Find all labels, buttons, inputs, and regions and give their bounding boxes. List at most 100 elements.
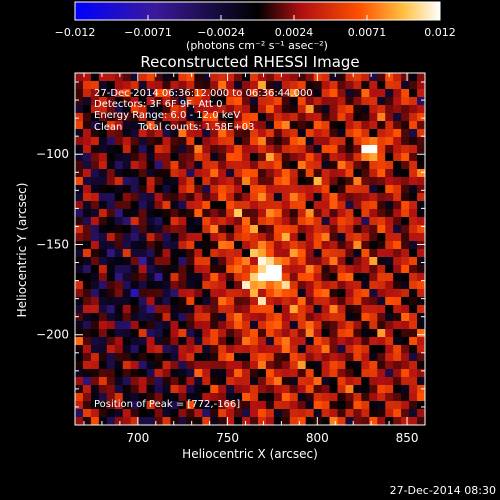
heatmap-cell [321,249,331,258]
heatmap-cell [289,121,299,130]
heatmap-cell [345,353,354,362]
heatmap-cell [162,417,172,425]
heatmap-cell [250,249,259,258]
heatmap-cell [361,97,370,106]
heatmap-cell [393,249,402,258]
heatmap-cell [337,313,347,322]
heatmap-cell [273,105,283,114]
heatmap-cell [417,345,425,354]
heatmap-cell [345,249,354,258]
heatmap-cell [345,273,354,282]
heatmap-cell [337,217,347,226]
heatmap-cell [289,129,299,138]
heatmap-cell [345,89,354,98]
heatmap-cell [98,137,108,146]
heatmap-cell [114,289,124,298]
heatmap-cell [393,377,402,386]
heatmap-cell [417,353,425,362]
heatmap-cell [170,249,179,258]
heatmap-cell [114,241,124,250]
heatmap-cell [345,145,354,154]
heatmap-cell [250,89,259,98]
heatmap-cell [90,409,100,418]
heatmap-cell [82,177,92,186]
heatmap-cell [90,217,100,226]
heatmap-cell [130,297,140,306]
heatmap-cell [393,313,402,322]
heatmap-cell [170,185,179,194]
heatmap-cell [106,105,116,114]
heatmap-cell [82,89,92,98]
heatmap-cell [138,353,148,362]
heatmap-cell [273,409,283,418]
heatmap-cell [265,249,275,258]
heatmap-cell [257,401,267,410]
heatmap-cell [337,137,347,146]
heatmap-cell [273,217,283,226]
heatmap-cell [218,417,227,425]
heatmap-cell [106,265,116,274]
heatmap-cell [313,321,323,330]
heatmap-cell [377,169,386,178]
heatmap-cell [409,225,418,234]
heatmap-cell [265,209,275,218]
heatmap-cell [257,337,267,346]
heatmap-cell [313,417,323,425]
heatmap-cell [313,113,323,122]
heatmap-cell [345,329,354,338]
heatmap-cell [146,401,156,410]
heatmap-cell [202,153,211,162]
heatmap-cell [417,145,425,154]
heatmap-cell [194,369,203,378]
heatmap-cell [98,233,108,242]
heatmap-cell [210,377,219,386]
heatmap-cell [98,241,108,250]
heatmap-cell [297,169,307,178]
heatmap-cell [321,313,331,322]
heatmap-cell [210,313,219,322]
heatmap-cell [289,185,299,194]
heatmap-cell [194,257,203,266]
heatmap-cell [250,409,259,418]
heatmap-cell [289,401,299,410]
heatmap-cell [393,337,402,346]
heatmap-cell [321,233,331,242]
heatmap-cell [82,289,92,298]
heatmap-cell [329,305,339,314]
heatmap-cell [186,297,195,306]
heatmap-cell [297,97,307,106]
heatmap-cell [234,177,243,186]
heatmap-cell [297,321,307,330]
heatmap-cell [202,145,211,154]
heatmap-cell [257,105,267,114]
heatmap-cell [297,225,307,234]
heatmap-cell [313,145,323,154]
heatmap-cell [305,393,315,402]
heatmap-cell [401,145,410,154]
heatmap-cell [130,289,140,298]
heatmap-cell [313,121,323,130]
heatmap-cell [202,201,211,210]
heatmap-cell [417,153,425,162]
heatmap-cell [210,297,219,306]
heatmap-cell [130,177,140,186]
heatmap-cell [401,169,410,178]
heatmap-cell [345,225,354,234]
heatmap-cell [385,73,394,82]
heatmap-cell [138,201,148,210]
heatmap-cell [353,241,362,250]
heatmap-cell [369,393,378,402]
heatmap-cell [281,297,291,306]
heatmap-cell [313,129,323,138]
heatmap-cell [202,409,211,418]
heatmap-cell [122,185,132,194]
heatmap-cell [82,329,92,338]
heatmap-cell [106,409,116,418]
heatmap-cell [98,185,108,194]
heatmap-cell [130,409,140,418]
heatmap-cell [82,81,92,90]
heatmap-cell [369,353,378,362]
heatmap-cell [361,361,370,370]
heatmap-cell [138,409,148,418]
heatmap-cell [106,201,116,210]
